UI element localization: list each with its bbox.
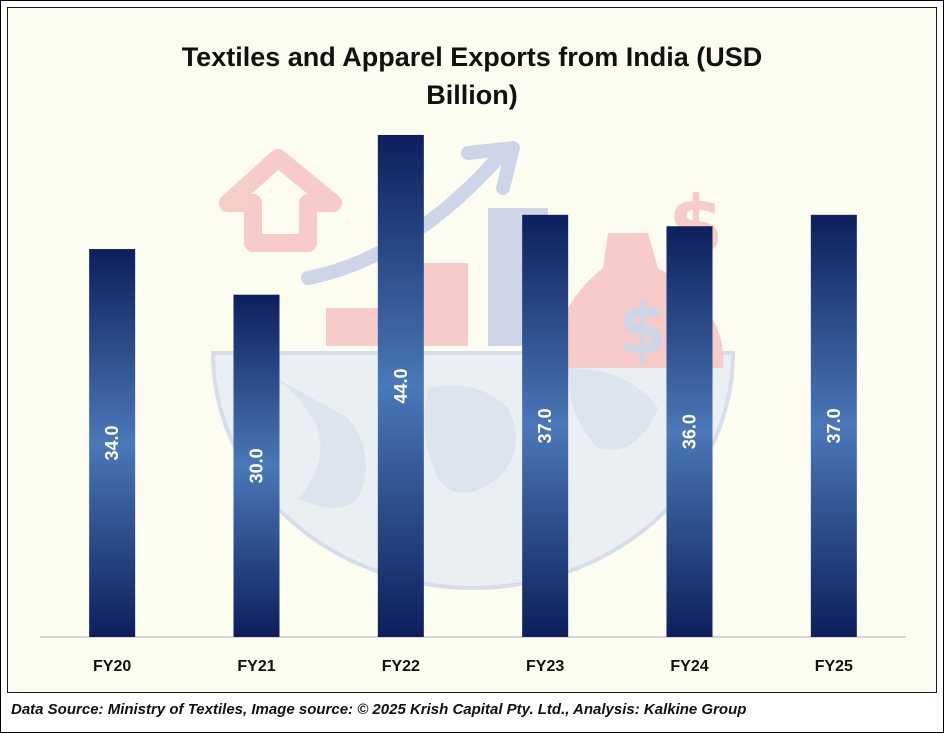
x-tick-fy22: FY22 <box>382 658 420 675</box>
bar-fy25 <box>810 214 857 637</box>
data-label-fy21: 30.0 <box>247 448 267 483</box>
bar-fy23 <box>522 214 569 637</box>
data-source-note: Data Source: Ministry of Textiles, Image… <box>11 701 747 718</box>
bars-layer: 34.0 30.0 44.0 37.0 36.0 37.0 <box>89 134 857 638</box>
chart-title: Textiles and Apparel Exports from India … <box>181 42 763 110</box>
x-tick-fy21: FY21 <box>237 658 275 675</box>
bar-fy24 <box>666 226 713 638</box>
x-tick-fy20: FY20 <box>93 658 131 675</box>
bar-fy20 <box>89 249 136 637</box>
data-label-fy23: 37.0 <box>535 408 555 443</box>
globe-icon <box>210 351 736 590</box>
x-tick-fy24: FY24 <box>670 658 708 675</box>
x-tick-fy25: FY25 <box>815 658 853 675</box>
bar-fy22 <box>377 134 424 637</box>
bar-fy21 <box>233 294 280 637</box>
chart-panel: $ $ 34.0 30.0 44.0 37.0 36.0 37.0 FY20 FY21 FY2… <box>7 7 937 693</box>
data-label-fy22: 44.0 <box>391 368 411 403</box>
data-label-fy20: 34.0 <box>102 426 122 461</box>
data-label-fy24: 36.0 <box>680 414 700 449</box>
x-tick-labels: FY20 FY21 FY22 FY23 FY24 FY25 <box>93 658 853 675</box>
up-arrow-icon <box>219 149 342 252</box>
bar-chart-icon <box>326 208 548 346</box>
data-label-fy25: 37.0 <box>824 408 844 443</box>
x-tick-fy23: FY23 <box>526 658 564 675</box>
chart-canvas: $ $ 34.030.044.037.0 36.0 37.0 FY20 FY21 FY2… <box>40 134 906 675</box>
background-illustration: $ $ <box>210 141 736 590</box>
svg-text:$: $ <box>618 288 667 370</box>
